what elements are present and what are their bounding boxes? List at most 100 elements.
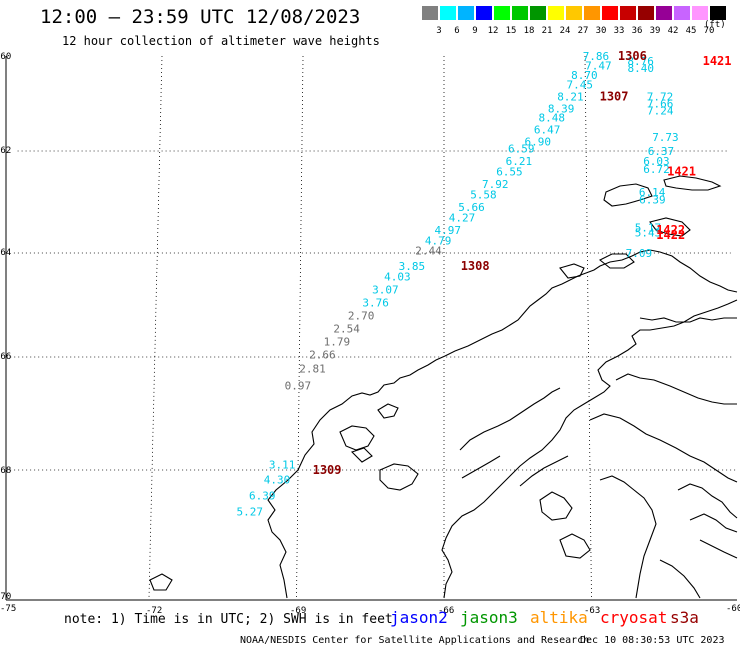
satellite-jason2: jason2 <box>390 608 448 627</box>
map-title: 12:00 — 23:59 UTC 12/08/2023 <box>40 6 361 28</box>
credit-text: NOAA/NESDIS Center for Satellite Applica… <box>240 635 590 646</box>
wave-height-value: 4.03 <box>384 270 411 283</box>
colorbar-label: 70 <box>703 26 715 36</box>
island-3 <box>649 217 691 237</box>
inland-coast-3 <box>589 413 738 483</box>
island-7 <box>350 447 373 463</box>
timestamp-text: Dec 10 08:30:53 UTC 2023 <box>580 635 725 646</box>
wave-height-value: 7.72 <box>647 90 674 103</box>
wave-height-value: 6.03 <box>643 155 670 168</box>
colorbar-swatch <box>674 6 690 20</box>
ice-shelf-3 <box>519 455 569 487</box>
wave-height-value: 6.21 <box>506 155 532 168</box>
south-shetland-2 <box>663 175 722 191</box>
colorbar-label: 33 <box>613 26 625 36</box>
east-coast <box>441 299 738 599</box>
pass-time-label: 1309 <box>313 463 342 477</box>
wave-height-value: 4.30 <box>264 474 291 487</box>
wave-height-value: 3.76 <box>362 296 389 309</box>
colorbar-swatch <box>494 6 510 20</box>
colorbar-swatch <box>548 6 564 20</box>
latitude-label: -70 <box>0 592 12 602</box>
satellite-cryosat: cryosat <box>600 608 668 627</box>
longitude-line <box>584 55 592 599</box>
inland-coast-2 <box>615 373 737 405</box>
colorbar-swatch <box>620 6 636 20</box>
latitude-label: -64 <box>0 248 12 258</box>
wave-height-value: 2.81 <box>299 362 326 375</box>
colorbar-swatch <box>584 6 600 20</box>
wave-height-value: 7.47 <box>585 60 612 73</box>
island-8 <box>149 573 173 591</box>
colorbar-swatch <box>566 6 582 20</box>
longitude-label: -72 <box>146 606 163 616</box>
colorbar-label: 21 <box>541 26 553 36</box>
fjord-5 <box>699 539 738 559</box>
wave-height-value: 2.66 <box>309 348 336 361</box>
wave-height-value: 5.43 <box>635 227 662 240</box>
map-frame <box>5 56 737 601</box>
satellite-altika: altika <box>530 608 588 627</box>
fjord-2 <box>689 513 738 533</box>
colorbar-label: 6 <box>454 26 460 36</box>
colorbar-swatch <box>422 6 438 20</box>
wave-height-value: 4.27 <box>449 211 476 224</box>
peninsula-coast <box>267 249 738 599</box>
colorbar-swatch <box>530 6 546 20</box>
wave-height-value: 5.58 <box>470 188 497 201</box>
pass-time-label: 1421 <box>667 164 696 178</box>
wave-height-value: 0.97 <box>285 379 312 392</box>
wave-height-value: 6.47 <box>534 124 561 137</box>
colorbar-label: 39 <box>649 26 661 36</box>
wave-height-value: 3.85 <box>399 260 426 273</box>
colorbar-swatch <box>656 6 672 20</box>
ice-shelf-2 <box>461 455 501 479</box>
wave-height-value: 5.17 <box>635 222 662 235</box>
island-6 <box>377 403 399 419</box>
wave-height-value: 6.37 <box>648 145 675 158</box>
wave-height-value: 8.39 <box>548 102 575 115</box>
latitude-label: -62 <box>0 146 12 156</box>
wave-height-value: 6.72 <box>643 163 670 176</box>
ice-shelf <box>459 387 561 451</box>
island-5 <box>559 263 585 279</box>
wave-height-value: 3.07 <box>372 283 399 296</box>
longitude-label: -75 <box>0 604 17 614</box>
wave-height-value: 7.24 <box>647 105 674 118</box>
wave-height-value: 6.90 <box>525 136 552 149</box>
wave-height-value: 7.09 <box>626 247 653 260</box>
south-shetland-1 <box>603 183 653 207</box>
wave-height-value: 6.59 <box>508 143 535 156</box>
colorbar-swatch <box>458 6 474 20</box>
footer-note: note: 1) Time is in UTC; 2) SWH is in fe… <box>64 612 393 627</box>
inland-coast-1 <box>639 317 737 323</box>
colorbar-label: 27 <box>577 26 589 36</box>
wave-height-value: 7.66 <box>647 98 674 111</box>
alexander-island <box>379 463 419 491</box>
colorbar-label: 36 <box>631 26 643 36</box>
wave-height-value: 5.66 <box>458 201 485 214</box>
colorbar-label: 3 <box>436 26 442 36</box>
longitude-label: -66 <box>438 606 455 616</box>
colorbar-swatch <box>710 6 726 20</box>
colorbar-unit: (ft) <box>704 20 726 30</box>
fjord-1 <box>677 483 738 519</box>
colorbar-label: 45 <box>685 26 697 36</box>
colorbar-swatch <box>638 6 654 20</box>
coastline <box>149 175 738 599</box>
wave-height-value: 8.40 <box>628 62 655 75</box>
wave-height-value: 3.11 <box>269 458 296 471</box>
wave-height-value: 8.76 <box>627 55 654 68</box>
colorbar-swatch <box>476 6 492 20</box>
pass-time-label: 1421 <box>703 54 732 68</box>
colorbar-label: 18 <box>523 26 535 36</box>
latitude-label: -68 <box>0 466 12 476</box>
wave-height-value: 5.27 <box>237 506 264 519</box>
wave-height-value: 6.55 <box>496 165 523 178</box>
wave-height-value: 7.92 <box>482 178 509 191</box>
wave-height-value: 1.79 <box>324 335 351 348</box>
fjord-3 <box>539 491 573 521</box>
fjord-6 <box>659 559 701 599</box>
wave-height-value: 8.21 <box>557 90 584 103</box>
